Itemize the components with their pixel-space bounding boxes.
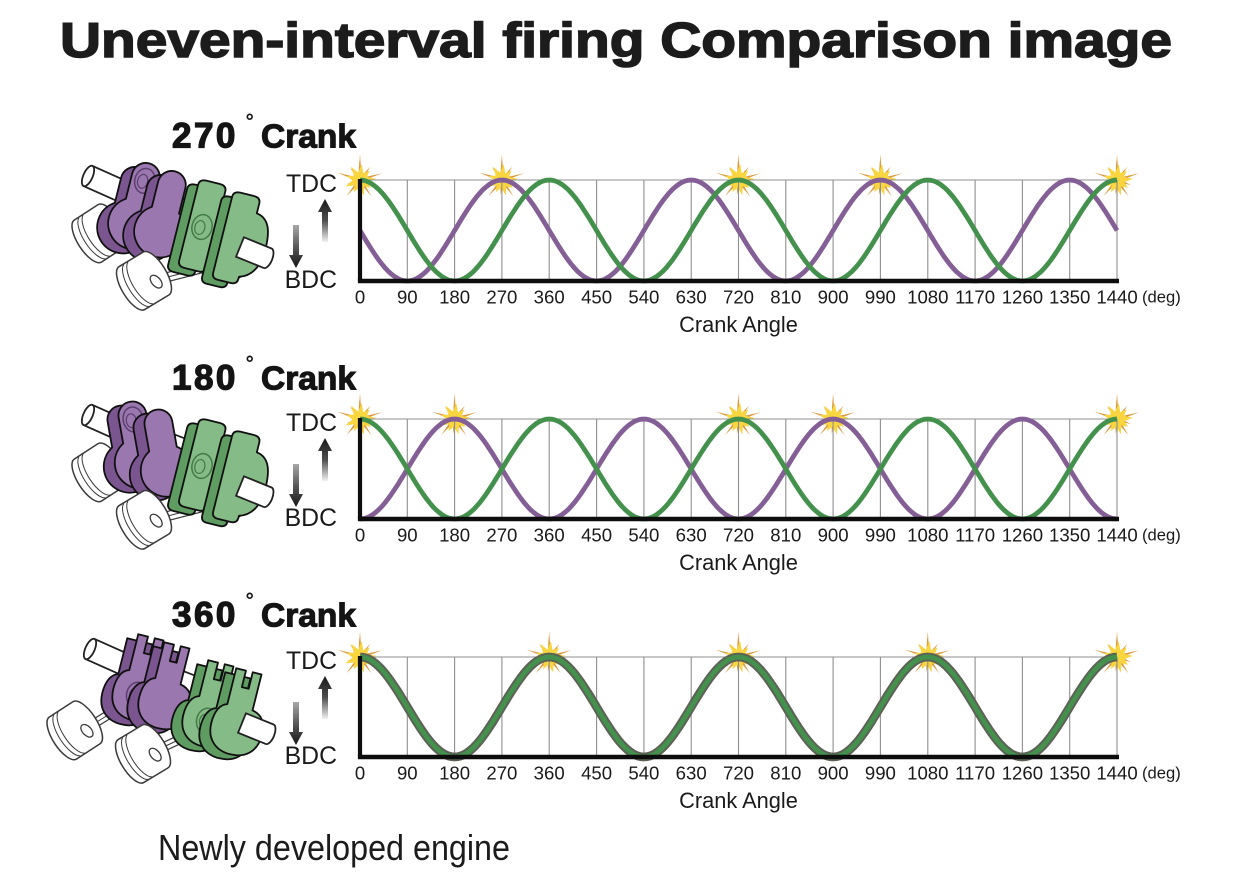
svg-text:90: 90 — [397, 287, 418, 308]
svg-text:˚: ˚ — [246, 590, 255, 620]
svg-text:990: 990 — [865, 763, 896, 784]
svg-text:180: 180 — [172, 359, 238, 398]
svg-text:900: 900 — [818, 287, 849, 308]
svg-text:1350: 1350 — [1049, 287, 1090, 308]
svg-text:1260: 1260 — [1002, 525, 1043, 546]
svg-text:1170: 1170 — [955, 525, 995, 546]
svg-text:810: 810 — [770, 763, 801, 784]
svg-text:90: 90 — [397, 525, 418, 546]
svg-text:1260: 1260 — [1002, 763, 1043, 784]
svg-text:1440: 1440 — [1096, 287, 1137, 308]
svg-text:360: 360 — [534, 287, 565, 308]
svg-text:360: 360 — [172, 596, 238, 635]
svg-text:900: 900 — [818, 525, 849, 546]
svg-text:720: 720 — [723, 763, 754, 784]
svg-text:(deg): (deg) — [1142, 764, 1181, 783]
svg-text:270: 270 — [486, 763, 517, 784]
svg-text:630: 630 — [676, 525, 707, 546]
svg-text:Crank: Crank — [261, 119, 356, 156]
svg-text:TDC: TDC — [286, 648, 337, 675]
svg-text:630: 630 — [676, 287, 707, 308]
svg-text:BDC: BDC — [285, 743, 337, 770]
svg-text:270: 270 — [486, 525, 517, 546]
svg-text:720: 720 — [723, 287, 754, 308]
svg-text:1080: 1080 — [907, 287, 948, 308]
svg-text:360: 360 — [534, 525, 565, 546]
svg-text:Newly developed engine: Newly developed engine — [158, 827, 510, 868]
svg-text:1170: 1170 — [955, 287, 995, 308]
svg-text:Crank Angle: Crank Angle — [679, 788, 798, 813]
svg-text:TDC: TDC — [286, 171, 337, 198]
svg-text:0: 0 — [355, 287, 365, 308]
svg-text:Crank Angle: Crank Angle — [679, 550, 798, 575]
svg-text:450: 450 — [581, 763, 612, 784]
svg-text:1170: 1170 — [955, 763, 995, 784]
svg-text:540: 540 — [628, 287, 659, 308]
svg-text:Crank: Crank — [261, 361, 356, 398]
svg-text:1350: 1350 — [1049, 763, 1090, 784]
svg-text:180: 180 — [439, 525, 470, 546]
svg-text:1440: 1440 — [1096, 763, 1137, 784]
svg-text:BDC: BDC — [285, 267, 337, 294]
svg-text:Crank: Crank — [261, 598, 356, 635]
svg-text:450: 450 — [581, 287, 612, 308]
svg-text:˚: ˚ — [246, 353, 255, 383]
svg-text:0: 0 — [355, 763, 365, 784]
svg-text:630: 630 — [676, 763, 707, 784]
svg-text:Uneven-interval firing Compari: Uneven-interval firing Comparison image — [60, 14, 1172, 68]
svg-text:450: 450 — [581, 525, 612, 546]
svg-text:90: 90 — [397, 763, 418, 784]
svg-text:900: 900 — [818, 763, 849, 784]
svg-text:810: 810 — [770, 287, 801, 308]
svg-text:990: 990 — [865, 525, 896, 546]
svg-text:270: 270 — [486, 287, 517, 308]
svg-text:270: 270 — [172, 117, 238, 156]
svg-text:1350: 1350 — [1049, 525, 1090, 546]
svg-text:˚: ˚ — [246, 111, 255, 141]
svg-text:360: 360 — [534, 763, 565, 784]
svg-text:990: 990 — [865, 287, 896, 308]
svg-text:0: 0 — [355, 525, 365, 546]
svg-text:540: 540 — [628, 763, 659, 784]
svg-text:TDC: TDC — [286, 410, 337, 437]
svg-text:720: 720 — [723, 525, 754, 546]
svg-text:810: 810 — [770, 525, 801, 546]
svg-text:1080: 1080 — [907, 763, 948, 784]
svg-text:180: 180 — [439, 287, 470, 308]
svg-text:BDC: BDC — [285, 505, 337, 532]
svg-text:(deg): (deg) — [1142, 526, 1181, 545]
svg-text:Crank Angle: Crank Angle — [679, 312, 798, 337]
svg-text:(deg): (deg) — [1142, 288, 1181, 307]
svg-text:1080: 1080 — [907, 525, 948, 546]
svg-text:180: 180 — [439, 763, 470, 784]
svg-text:1440: 1440 — [1096, 525, 1137, 546]
svg-text:1260: 1260 — [1002, 287, 1043, 308]
svg-text:540: 540 — [628, 525, 659, 546]
